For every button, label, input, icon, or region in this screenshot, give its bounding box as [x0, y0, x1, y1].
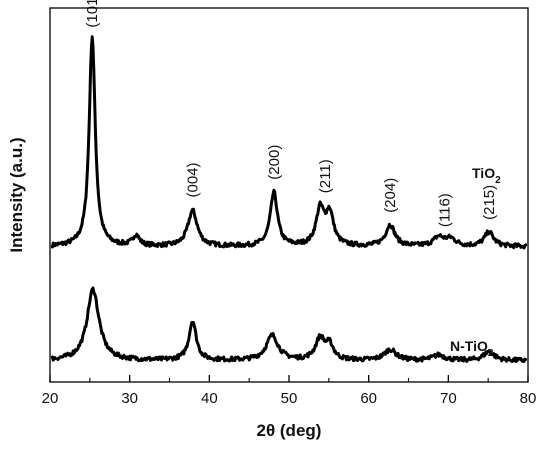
peak-annotation: (200)	[266, 145, 283, 180]
peak-annotation: (204)	[382, 178, 399, 213]
series-label-tio2: TiO2	[472, 165, 501, 186]
x-tick-label: 40	[201, 390, 218, 407]
peak-annotation: (211)	[317, 159, 334, 193]
y-axis-title: Intensity (a.u.)	[7, 137, 26, 252]
peak-annotation: (116)	[436, 193, 453, 227]
x-tick-label: 30	[121, 390, 138, 407]
x-tick-label: 20	[42, 390, 59, 407]
peak-annotations: (101) (004) (200) (211) (204) (116) (215)	[84, 0, 498, 227]
series-layer	[50, 35, 528, 363]
x-tick-label: 70	[440, 390, 457, 407]
x-tick-label: 80	[520, 390, 537, 407]
x-tick-label: 60	[360, 390, 377, 407]
peak-annotation: (004)	[185, 162, 202, 197]
series-line-tio2	[50, 35, 528, 250]
plot-frame	[49, 7, 529, 383]
x-axis-title: 2θ (deg)	[257, 421, 322, 440]
series-label-n-tio2: N-TiO2	[450, 338, 494, 359]
series-labels: TiO2 N-TiO2	[450, 165, 501, 359]
tick-marks: 20 30 40 50 60 70 80	[42, 375, 537, 407]
series-line-n-tio2	[50, 286, 528, 363]
peak-annotation: (101)	[84, 0, 101, 28]
peak-annotation: (215)	[481, 185, 498, 220]
x-tick-label: 50	[281, 390, 298, 407]
